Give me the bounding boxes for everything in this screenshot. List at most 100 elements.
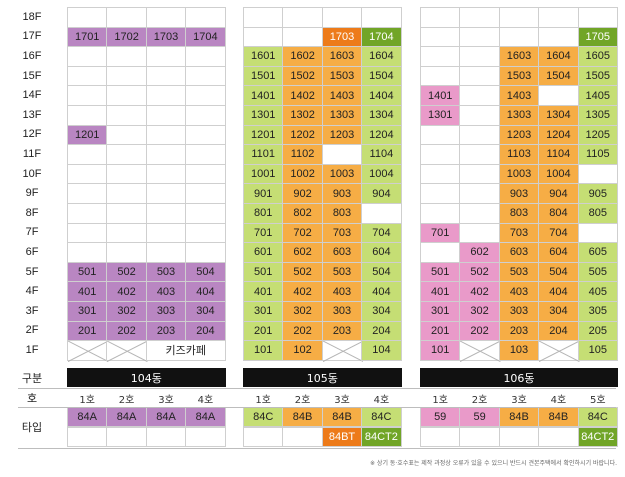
unit-cell[interactable]: 901	[243, 183, 284, 204]
unit-cell[interactable]: 203	[321, 320, 363, 342]
unit-cell[interactable]: 1704	[361, 26, 402, 48]
unit-cell[interactable]: 304	[538, 301, 579, 322]
unit-cell[interactable]: 1503	[321, 65, 363, 87]
unit-cell[interactable]: 201	[243, 320, 284, 342]
unit-cell[interactable]: 505	[577, 261, 618, 283]
unit-cell[interactable]: 205	[577, 320, 618, 342]
unit-cell[interactable]: 304	[361, 301, 402, 322]
unit-cell[interactable]: 905	[577, 183, 618, 204]
unit-cell[interactable]: 602	[282, 242, 323, 263]
unit-cell[interactable]: 1404	[361, 85, 402, 106]
unit-cell[interactable]: 1102	[282, 144, 323, 165]
unit-cell[interactable]: 204	[361, 320, 402, 342]
unit-cell[interactable]: 1205	[577, 124, 618, 146]
unit-cell[interactable]: 303	[321, 301, 363, 322]
unit-cell[interactable]: 803	[498, 203, 540, 224]
unit-cell[interactable]: 1303	[498, 105, 540, 126]
unit-cell[interactable]: 1705	[577, 26, 618, 48]
unit-cell[interactable]: 603	[498, 242, 540, 263]
unit-cell[interactable]: 501	[67, 261, 108, 283]
unit-cell[interactable]: 1403	[498, 85, 540, 106]
unit-cell[interactable]: 1603	[498, 46, 540, 67]
unit-cell[interactable]: 101	[243, 340, 284, 361]
unit-cell[interactable]: 104	[361, 340, 402, 361]
unit-cell[interactable]: 202	[282, 320, 323, 342]
unit-cell[interactable]: 403	[321, 281, 363, 302]
unit-cell[interactable]: 802	[282, 203, 323, 224]
unit-cell[interactable]: 1104	[361, 144, 402, 165]
unit-cell[interactable]: 504	[361, 261, 402, 283]
unit-cell[interactable]: 1401	[420, 85, 461, 106]
unit-cell[interactable]: 1301	[243, 105, 284, 126]
unit-cell[interactable]: 401	[243, 281, 284, 302]
unit-cell[interactable]: 503	[321, 261, 363, 283]
unit-cell[interactable]: 1501	[243, 65, 284, 87]
unit-cell[interactable]: 1704	[185, 26, 226, 48]
unit-cell[interactable]: 702	[282, 222, 323, 244]
unit-cell[interactable]: 1405	[577, 85, 618, 106]
unit-cell[interactable]: 701	[420, 222, 461, 244]
unit-cell[interactable]: 1605	[577, 46, 618, 67]
unit-cell[interactable]: 201	[67, 320, 108, 342]
unit-cell[interactable]: 202	[459, 320, 500, 342]
unit-cell[interactable]: 303	[498, 301, 540, 322]
unit-cell[interactable]: 604	[361, 242, 402, 263]
unit-cell[interactable]: 1004	[538, 163, 579, 185]
unit-cell[interactable]: 1601	[243, 46, 284, 67]
unit-cell[interactable]: 302	[459, 301, 500, 322]
unit-cell[interactable]: 504	[185, 261, 226, 283]
unit-cell[interactable]: 502	[459, 261, 500, 283]
unit-cell[interactable]: 1204	[538, 124, 579, 146]
unit-cell[interactable]: 1004	[361, 163, 402, 185]
unit-cell[interactable]: 504	[538, 261, 579, 283]
unit-cell[interactable]: 602	[459, 242, 500, 263]
unit-cell[interactable]: 605	[577, 242, 618, 263]
unit-cell[interactable]: 1201	[67, 124, 108, 146]
unit-cell[interactable]: 1703	[145, 26, 187, 48]
unit-cell[interactable]: 302	[106, 301, 147, 322]
unit-cell[interactable]: 1401	[243, 85, 284, 106]
unit-cell[interactable]: 704	[361, 222, 402, 244]
unit-cell[interactable]: 103	[498, 340, 540, 361]
unit-cell[interactable]: 703	[498, 222, 540, 244]
unit-cell[interactable]: 401	[67, 281, 108, 302]
unit-cell[interactable]: 1304	[361, 105, 402, 126]
unit-cell[interactable]: 502	[282, 261, 323, 283]
unit-cell[interactable]: 402	[282, 281, 323, 302]
unit-cell[interactable]: 1604	[361, 46, 402, 67]
unit-cell[interactable]: 1003	[321, 163, 363, 185]
facility-cell[interactable]: 키즈카페	[145, 340, 226, 361]
unit-cell[interactable]: 305	[577, 301, 618, 322]
unit-cell[interactable]: 1203	[321, 124, 363, 146]
unit-cell[interactable]: 903	[321, 183, 363, 204]
unit-cell[interactable]: 502	[106, 261, 147, 283]
unit-cell[interactable]: 904	[538, 183, 579, 204]
unit-cell[interactable]: 1201	[243, 124, 284, 146]
unit-cell[interactable]: 202	[106, 320, 147, 342]
unit-cell[interactable]: 203	[145, 320, 187, 342]
unit-cell[interactable]: 204	[538, 320, 579, 342]
unit-cell[interactable]: 1302	[282, 105, 323, 126]
unit-cell[interactable]: 805	[577, 203, 618, 224]
unit-cell[interactable]: 1502	[282, 65, 323, 87]
unit-cell[interactable]: 601	[243, 242, 284, 263]
unit-cell[interactable]: 604	[538, 242, 579, 263]
unit-cell[interactable]: 1604	[538, 46, 579, 67]
unit-cell[interactable]: 803	[321, 203, 363, 224]
unit-cell[interactable]: 1003	[498, 163, 540, 185]
unit-cell[interactable]: 1204	[361, 124, 402, 146]
unit-cell[interactable]: 105	[577, 340, 618, 361]
unit-cell[interactable]: 1104	[538, 144, 579, 165]
unit-cell[interactable]: 804	[538, 203, 579, 224]
unit-cell[interactable]: 1105	[577, 144, 618, 165]
unit-cell[interactable]: 404	[185, 281, 226, 302]
unit-cell[interactable]: 704	[538, 222, 579, 244]
unit-cell[interactable]: 304	[185, 301, 226, 322]
unit-cell[interactable]: 102	[282, 340, 323, 361]
unit-cell[interactable]: 1703	[321, 26, 363, 48]
unit-cell[interactable]: 1503	[498, 65, 540, 87]
unit-cell[interactable]: 1402	[282, 85, 323, 106]
unit-cell[interactable]: 1504	[538, 65, 579, 87]
unit-cell[interactable]: 303	[145, 301, 187, 322]
unit-cell[interactable]: 904	[361, 183, 402, 204]
